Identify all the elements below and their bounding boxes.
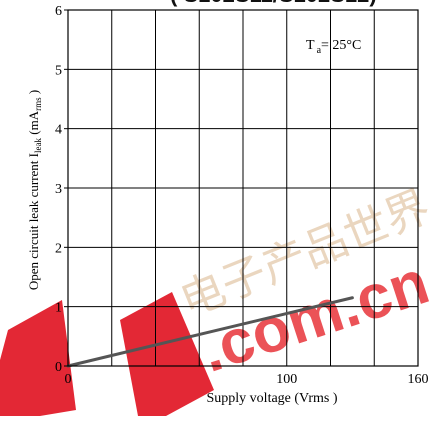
x-tick-label: 160 xyxy=(408,372,429,387)
y-tick-label: 3 xyxy=(55,182,62,197)
x-tick-label: 0 xyxy=(65,372,72,387)
y-axis-label: Open circuit leak current Ileak (mArms ) xyxy=(26,90,43,290)
y-tick-label: 0 xyxy=(55,360,62,375)
watermark-red-shape xyxy=(0,300,76,416)
x-axis-label: Supply voltage (Vrms ) xyxy=(207,391,338,406)
y-tick-label: 2 xyxy=(55,241,62,256)
chart-header-cropped: ( S102S11/S102S12) xyxy=(170,0,377,8)
x-tick-label: 100 xyxy=(276,372,297,387)
y-tick-label: 6 xyxy=(55,4,62,19)
y-tick-label: 4 xyxy=(55,123,62,138)
y-tick-label: 5 xyxy=(55,63,62,78)
y-tick-label: 1 xyxy=(55,301,62,316)
